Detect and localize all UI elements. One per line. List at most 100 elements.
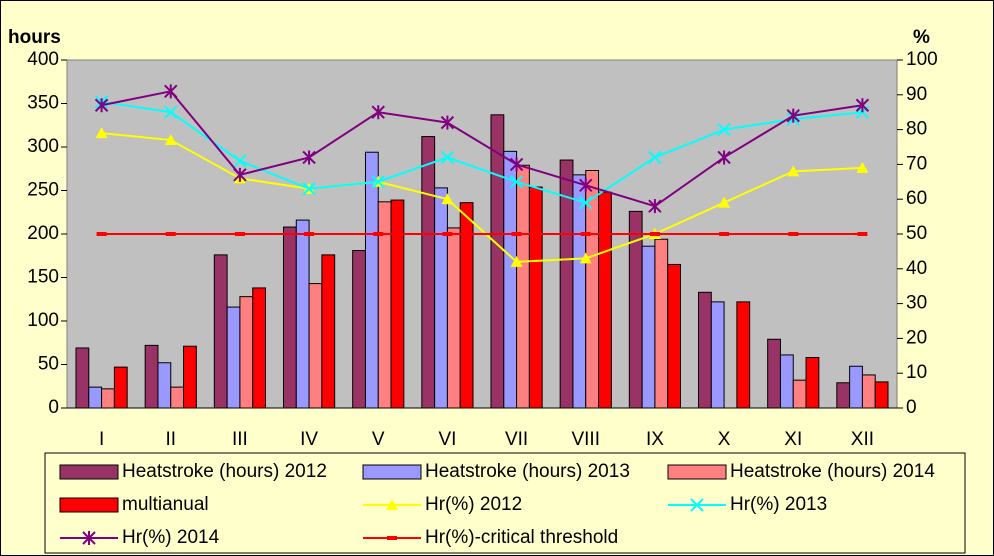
y2-tick-label: 0 xyxy=(906,397,917,418)
line-marker xyxy=(371,175,385,189)
legend-label: multianual xyxy=(122,494,209,515)
bar xyxy=(572,174,587,409)
y2-tick-label: 10 xyxy=(906,362,927,383)
line-marker xyxy=(440,115,455,130)
bar xyxy=(836,382,851,409)
bar xyxy=(88,386,103,409)
bar xyxy=(308,283,323,409)
y2-axis-title: % xyxy=(913,27,930,48)
y-tick-label: 400 xyxy=(27,49,59,70)
marker-part xyxy=(440,150,455,165)
legend-swatch xyxy=(667,464,727,480)
line-marker xyxy=(164,84,178,99)
line-marker xyxy=(648,150,662,165)
marker-part xyxy=(510,255,523,267)
line-marker xyxy=(302,150,316,165)
line-marker xyxy=(95,127,108,139)
bar xyxy=(503,150,518,409)
line-marker xyxy=(717,122,731,137)
bar xyxy=(252,287,267,409)
marker-part xyxy=(164,84,178,99)
bar xyxy=(295,219,310,409)
bar xyxy=(736,301,751,409)
bar xyxy=(459,202,474,409)
bar xyxy=(364,151,379,409)
line-marker xyxy=(856,161,869,173)
marker-part xyxy=(441,193,454,205)
y2-tick-label: 40 xyxy=(906,258,927,279)
bar xyxy=(101,388,115,409)
marker-part xyxy=(371,175,385,189)
line-series xyxy=(101,132,863,263)
bar xyxy=(183,345,197,409)
x-tick-label: IV xyxy=(300,429,318,450)
bar xyxy=(113,366,128,409)
x-tick-label: XI xyxy=(784,429,802,450)
line-marker xyxy=(509,157,524,172)
bar xyxy=(446,227,461,409)
y-tick-label: 50 xyxy=(38,354,59,375)
x-tick-label: VIII xyxy=(571,429,600,450)
marker-part xyxy=(302,182,316,196)
marker-part xyxy=(95,127,108,139)
marker-part xyxy=(386,499,398,510)
marker-part xyxy=(164,105,178,119)
bar xyxy=(516,164,530,409)
legend-label: Hr(%) 2014 xyxy=(122,527,220,548)
marker-part xyxy=(509,157,524,172)
y2-tick-label: 90 xyxy=(906,84,927,105)
bar xyxy=(226,306,241,409)
x-tick-label: X xyxy=(718,429,731,450)
marker-part xyxy=(648,199,662,214)
legend-swatch xyxy=(59,464,119,480)
line-marker xyxy=(717,150,731,165)
bar xyxy=(710,301,725,409)
legend-swatch xyxy=(59,497,119,513)
bar xyxy=(874,381,889,409)
line-marker xyxy=(579,252,592,264)
y2-tick-label: 50 xyxy=(906,223,927,244)
bar xyxy=(767,338,781,409)
line-marker xyxy=(509,175,524,189)
bar xyxy=(239,296,254,409)
line-marker xyxy=(510,255,523,267)
bar xyxy=(528,186,543,409)
bar xyxy=(667,263,682,409)
legend-label: Hr(%) 2012 xyxy=(425,494,522,515)
line-marker xyxy=(164,105,178,119)
legend-label: Hr(%) 2013 xyxy=(730,494,827,515)
marker-part xyxy=(164,134,177,146)
y2-tick-label: 30 xyxy=(906,293,927,314)
y2-tick-label: 20 xyxy=(906,327,927,348)
bar xyxy=(434,187,448,409)
bar xyxy=(654,238,669,409)
bar xyxy=(321,254,336,409)
line-marker xyxy=(648,199,662,214)
line-marker xyxy=(718,196,731,208)
line-marker xyxy=(440,150,455,165)
line-marker xyxy=(302,182,316,196)
x-tick-label: I xyxy=(99,429,104,450)
line-marker xyxy=(94,98,109,113)
legend-label: Heatstroke (hours) 2013 xyxy=(425,461,630,482)
bar xyxy=(75,347,90,409)
marker-part xyxy=(233,154,247,168)
legend-label: Heatstroke (hours) 2012 xyxy=(122,461,327,482)
bar xyxy=(421,136,436,409)
bar xyxy=(490,114,505,409)
bar xyxy=(390,199,405,409)
bar xyxy=(157,362,172,409)
line-marker xyxy=(441,193,454,205)
line-marker xyxy=(787,165,800,177)
marker-part xyxy=(579,178,593,193)
y-tick-label: 0 xyxy=(48,397,59,418)
legend-marker xyxy=(690,498,704,512)
bar xyxy=(779,354,794,409)
line-marker xyxy=(579,178,593,193)
bar xyxy=(861,374,876,409)
legend-marker xyxy=(82,531,96,545)
marker-part xyxy=(233,167,247,182)
marker-part xyxy=(786,108,800,123)
x-tick-label: V xyxy=(372,429,385,450)
